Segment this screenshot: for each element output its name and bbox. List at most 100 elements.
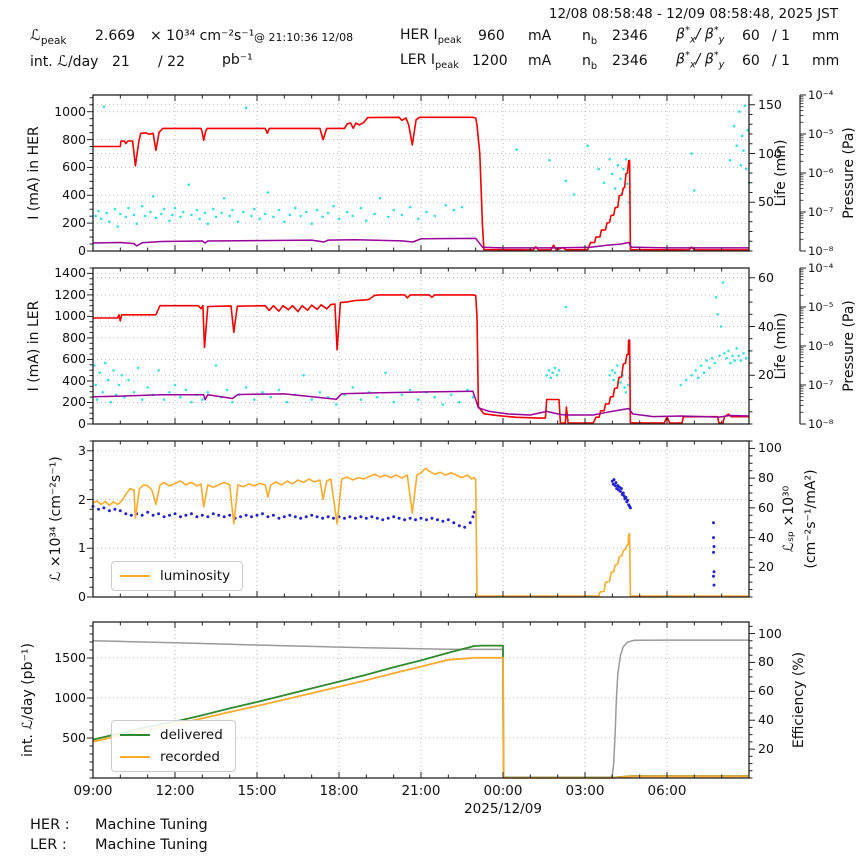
ytick-left-her: 800 <box>62 131 86 147</box>
date-range: 12/08 08:58:48 - 12/09 08:58:48, 2025 JS… <box>548 6 838 22</box>
intl-total: / 22 <box>158 54 185 70</box>
ytick-left-her: 0 <box>78 243 86 258</box>
ler-status-label: LER : <box>30 837 67 853</box>
x-date-label: 2025/12/09 <box>464 801 542 817</box>
y-axis-title-right-lum: ℒₛₚ ×10³⁰ <box>781 485 797 553</box>
y-axis-title-right-ler: Life (min) <box>773 312 789 380</box>
lpeak-value: 2.669 <box>95 28 136 44</box>
xtick-label: 00:00 <box>483 783 523 799</box>
intl-label: int. ℒ/day <box>30 52 99 70</box>
lpeak-timestamp: @ 21:10:36 12/08 <box>254 31 354 44</box>
ytick-left-ler: 400 <box>62 372 86 388</box>
pressure-tick-label: 10⁻⁸ <box>808 244 834 258</box>
her-status-label: HER : <box>30 817 70 833</box>
ytick-left-intlum: 500 <box>62 730 86 745</box>
lpeak-symbol: ℒpeak <box>30 26 67 47</box>
xtick-label: 03:00 <box>565 783 605 799</box>
ytick-right-lum: 60 <box>758 499 774 515</box>
ytick-left-ler: 0 <box>78 416 86 431</box>
ytick-right-lum: 100 <box>758 440 782 456</box>
y-axis-title-left-lum: ℒ ×10³⁴ (cm⁻²s⁻¹) <box>48 456 64 582</box>
pressure-tick-label: 10⁻⁷ <box>808 378 834 392</box>
ler-betax-value: 60 <box>742 53 760 69</box>
legend-item-luminosity: luminosity <box>120 565 230 587</box>
ler-nb-value: 2346 <box>612 53 648 69</box>
y-axis-title-left-intlum: int. ℒ/day (pb⁻¹) <box>20 643 36 757</box>
intl-value: 21 <box>112 54 130 70</box>
her-ipeak-label: HER Ipeak <box>400 27 462 46</box>
plot-area-lum <box>87 440 755 598</box>
ler-nb-label: nb <box>582 53 598 72</box>
ytick-left-ler: 1400 <box>54 265 86 281</box>
her-beta-units: mm <box>812 28 840 44</box>
ytick-left-her: 400 <box>62 187 86 203</box>
ytick-left-lum: 1 <box>78 540 86 556</box>
pressure-axis-ler <box>799 267 806 425</box>
ytick-right-intlum: 20 <box>758 741 774 757</box>
pressure-tick-label: 10⁻⁶ <box>808 339 834 353</box>
xtick-label: 09:00 <box>73 783 113 799</box>
y-axis-title-left-her: I (mA) in HER <box>26 126 42 220</box>
chart-luminosity: 0 1 2 3 20 40 60 80 100 ℒ ×10³⁴ (cm⁻²s⁻¹) ℒₛₚ ×10³… <box>0 440 864 604</box>
plot-area-her <box>87 94 755 252</box>
legend-intlum: delivered recorded <box>111 720 236 772</box>
chart-integrated-lum: 500 1000 1500 20 40 60 80 100 int. ℒ/day (pb⁻¹) E… <box>0 621 864 817</box>
chart-ler-current: 0 200 400 600 800 1000 1200 1400 20 40 60 I (mA) in… <box>0 261 864 431</box>
ytick-right-her: 150 <box>758 96 782 112</box>
ler-ipeak-label: LER Ipeak <box>400 52 459 71</box>
her-ipeak-value: 960 <box>478 28 505 44</box>
legend-swatch-luminosity <box>120 575 150 577</box>
pressure-tick-label: 10⁻⁸ <box>808 417 834 431</box>
ytick-right-her: 50 <box>758 194 774 210</box>
pressure-tick-label: 10⁻⁷ <box>808 205 834 219</box>
her-nb-label: nb <box>582 28 598 47</box>
her-status-value: Machine Tuning <box>95 817 208 833</box>
ytick-left-ler: 1200 <box>54 286 86 302</box>
ytick-left-ler: 200 <box>62 394 86 410</box>
pressure-axis-her <box>799 94 806 252</box>
pressure-tick-label: 10⁻⁵ <box>808 300 834 314</box>
ytick-right-ler: 40 <box>758 318 774 334</box>
legend-item-delivered: delivered <box>120 724 223 746</box>
y-axis-title-left-ler: I (mA) in LER <box>26 300 42 392</box>
pressure-axis-title: Pressure (Pa) <box>841 300 857 392</box>
xtick-label: 21:00 <box>401 783 441 799</box>
legend-label: delivered <box>160 727 223 743</box>
ytick-right-intlum: 40 <box>758 712 774 728</box>
ytick-left-lum: 3 <box>78 442 86 458</box>
ytick-right-her: 100 <box>758 145 782 161</box>
legend-swatch-recorded <box>120 756 150 758</box>
ytick-left-ler: 1000 <box>54 308 86 324</box>
her-nb-value: 2346 <box>612 28 648 44</box>
pressure-tick-label: 10⁻⁶ <box>808 166 834 180</box>
legend-swatch-delivered <box>120 734 150 736</box>
ytick-left-ler: 600 <box>62 351 86 367</box>
ytick-right-intlum: 60 <box>758 683 774 699</box>
ytick-left-her: 600 <box>62 159 86 175</box>
ler-beta-units: mm <box>812 53 840 69</box>
lpeak-row: ℒpeak <box>30 26 66 47</box>
legend-lum: luminosity <box>111 561 244 591</box>
ytick-left-intlum: 1000 <box>54 690 86 705</box>
lpeak-units: × 10³⁴ cm⁻²s⁻¹ <box>150 28 255 44</box>
y-axis-title-right-intlum: Efficiency (%) <box>791 651 807 749</box>
ytick-left-ler: 800 <box>62 329 86 345</box>
intl-units: pb⁻¹ <box>222 52 253 68</box>
ytick-right-intlum: 100 <box>758 625 782 641</box>
pressure-tick-label: 10⁻⁴ <box>808 261 834 275</box>
ytick-left-her: 1000 <box>54 103 86 119</box>
her-ipeak-units: mA <box>528 28 552 44</box>
ler-beta-label: β*x/ β*y <box>676 50 725 71</box>
ytick-left-lum: 2 <box>78 491 86 507</box>
y-axis-title-right-lum: (cm⁻²s⁻¹/mA²) <box>803 469 819 569</box>
ytick-right-intlum: 80 <box>758 654 774 670</box>
chart-her-current: 0 200 400 600 800 1000 50 100 150 I (mA) in HER Li… <box>0 88 864 258</box>
ytick-left-her: 200 <box>62 215 86 231</box>
ytick-right-lum: 80 <box>758 470 774 486</box>
pressure-tick-label: 10⁻⁵ <box>808 127 834 141</box>
ler-status-value: Machine Tuning <box>95 837 208 853</box>
xtick-label: 18:00 <box>319 783 359 799</box>
ytick-right-ler: 60 <box>758 269 774 285</box>
plot-area-ler <box>87 267 755 425</box>
ytick-right-lum: 40 <box>758 529 774 545</box>
